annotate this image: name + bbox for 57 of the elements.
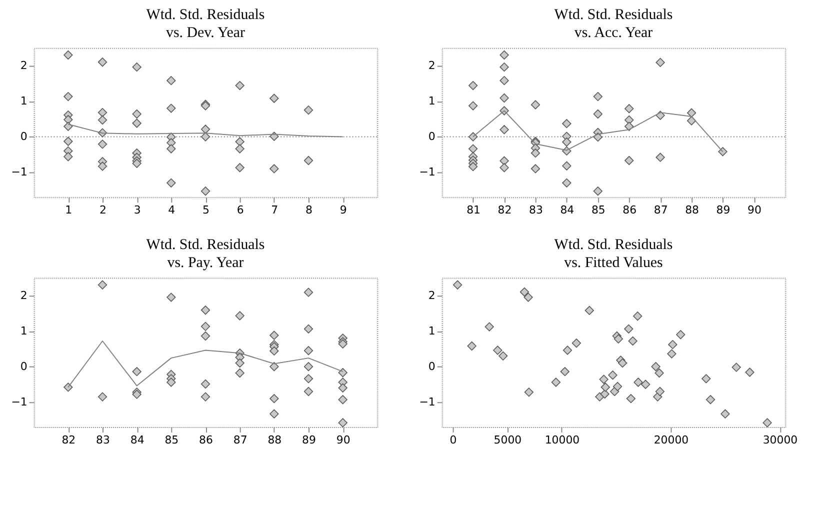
y-tick-label: 1 <box>428 324 436 338</box>
y-tick-label: 0 <box>428 130 436 144</box>
y-tick-label: −1 <box>11 396 28 409</box>
x-tick-label: 5000 <box>494 433 522 446</box>
x-tick-label: 8 <box>306 204 313 217</box>
x-tick-label: 4 <box>168 204 176 217</box>
x-tick-label: 83 <box>96 433 110 446</box>
x-tick-label: 10000 <box>544 433 580 446</box>
y-tick-label: 2 <box>20 289 28 302</box>
x-tick-label: 2 <box>100 204 106 217</box>
x-tick-label: 3 <box>134 204 141 217</box>
x-tick-label: 84 <box>130 433 144 446</box>
y-tick-label: 1 <box>428 94 436 108</box>
y-tick-label: 0 <box>428 360 436 374</box>
x-tick-label: 89 <box>716 204 730 217</box>
chart-title: Wtd. Std. Residuals <box>146 7 265 24</box>
x-tick-label: 83 <box>529 204 543 217</box>
x-tick-label: 86 <box>622 204 637 217</box>
x-tick-label: 5 <box>202 204 210 217</box>
chart-title: Wtd. Std. Residuals <box>554 7 673 24</box>
chart-subtitle: vs. Fitted Values <box>564 254 664 271</box>
x-tick-label: 20000 <box>654 433 689 446</box>
chart-subtitle: vs. Pay. Year <box>167 254 244 271</box>
x-tick-label: 87 <box>233 433 248 446</box>
x-tick-label: 86 <box>199 433 213 446</box>
x-tick-label: 84 <box>560 204 574 217</box>
x-tick-label: 82 <box>498 204 512 217</box>
x-tick-label: 7 <box>271 204 278 217</box>
y-tick-label: −1 <box>11 166 28 179</box>
chart-title: Wtd. Std. Residuals <box>146 236 265 253</box>
chart-subtitle: vs. Dev. Year <box>166 24 245 41</box>
y-tick-label: 1 <box>20 324 28 338</box>
x-tick-label: 88 <box>685 204 700 217</box>
x-tick-label: 85 <box>591 204 606 217</box>
x-tick-label: 82 <box>62 433 76 446</box>
x-tick-label: 90 <box>747 204 762 217</box>
x-tick-label: 9 <box>340 204 347 217</box>
y-tick-label: 2 <box>428 289 436 302</box>
x-tick-label: 90 <box>336 433 350 446</box>
x-tick-label: 89 <box>302 433 316 446</box>
x-tick-label: 88 <box>268 433 282 446</box>
y-tick-label: 1 <box>20 94 28 108</box>
y-tick-label: −1 <box>419 396 436 409</box>
x-tick-label: 81 <box>466 204 481 217</box>
chart-title: Wtd. Std. Residuals <box>554 236 673 253</box>
chart-subtitle: vs. Acc. Year <box>574 24 653 41</box>
x-tick-label: 87 <box>654 204 668 217</box>
x-tick-label: 6 <box>236 204 244 217</box>
x-tick-label: 85 <box>164 433 179 446</box>
y-tick-label: 2 <box>428 59 436 72</box>
x-tick-label: 0 <box>450 433 457 446</box>
y-tick-label: 0 <box>20 130 28 144</box>
x-tick-label: 30000 <box>762 433 798 446</box>
y-tick-label: −1 <box>419 166 436 179</box>
y-tick-label: 2 <box>20 59 28 72</box>
x-tick-label: 1 <box>65 204 72 217</box>
y-tick-label: 0 <box>20 360 28 374</box>
